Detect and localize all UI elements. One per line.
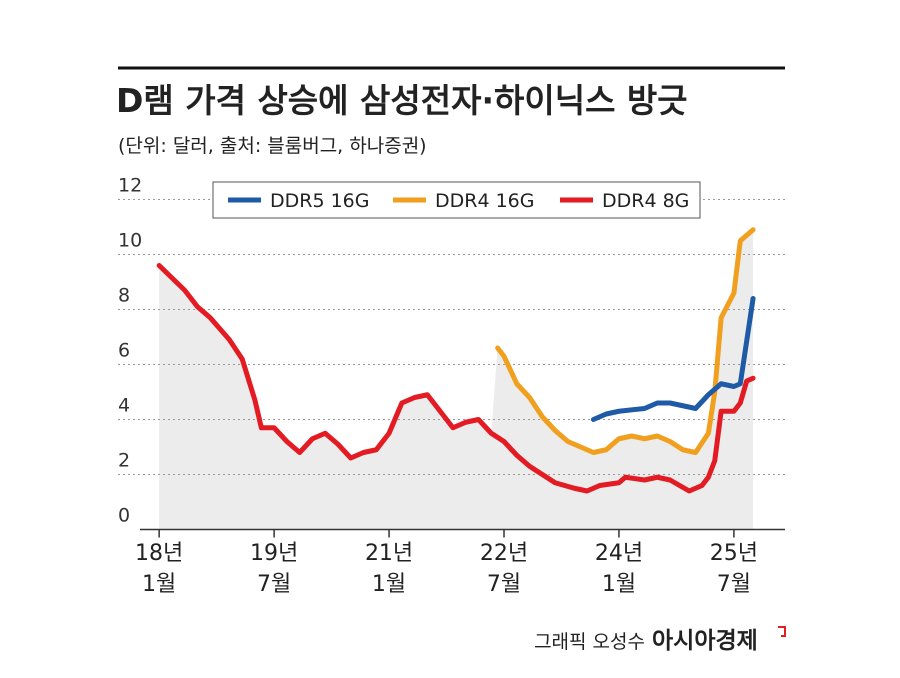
x-tick-label: 7월 [717, 572, 751, 597]
series-line [495, 227, 756, 455]
legend-label: DDR5 16G [270, 190, 370, 212]
credit: 그래픽 오성수 [534, 631, 645, 653]
x-tick-label: 1월 [372, 572, 406, 597]
shade [159, 229, 754, 530]
chart-subtitle: (단위: 달러, 출처: 블룸버그, 하나증권) [118, 135, 427, 157]
x-tick-label: 24년 [595, 541, 643, 566]
series-line [156, 263, 756, 494]
x-tick-label: 18년 [135, 541, 183, 566]
x-tick-label: 1월 [142, 572, 176, 597]
y-tick-label: 2 [118, 450, 130, 472]
y-tick-label: 10 [118, 230, 142, 252]
x-tick-label: 19년 [250, 541, 298, 566]
source-logo: 아시아경제 [652, 628, 758, 654]
x-tick-label: 1월 [602, 572, 636, 597]
legend-label: DDR4 16G [435, 190, 535, 212]
x-tick-label: 25년 [710, 541, 758, 566]
chart-title: D램 가격 상승에 삼성전자·하이닉스 방긋 [116, 81, 688, 120]
x-tick-label: 21년 [365, 541, 413, 566]
y-tick-label: 8 [118, 285, 130, 307]
legend-label: DDR4 8G [602, 190, 689, 212]
legend-box [212, 181, 701, 219]
y-tick-label: 6 [118, 340, 130, 362]
y-tick-label: 12 [118, 175, 142, 197]
x-tick-label: 7월 [257, 572, 291, 597]
logo-mark [778, 626, 786, 637]
y-tick-label: 4 [118, 395, 130, 417]
x-tick-label: 22년 [480, 541, 528, 566]
x-tick-label: 7월 [487, 572, 521, 597]
series-line [590, 296, 756, 422]
y-tick-label: 0 [118, 505, 130, 527]
